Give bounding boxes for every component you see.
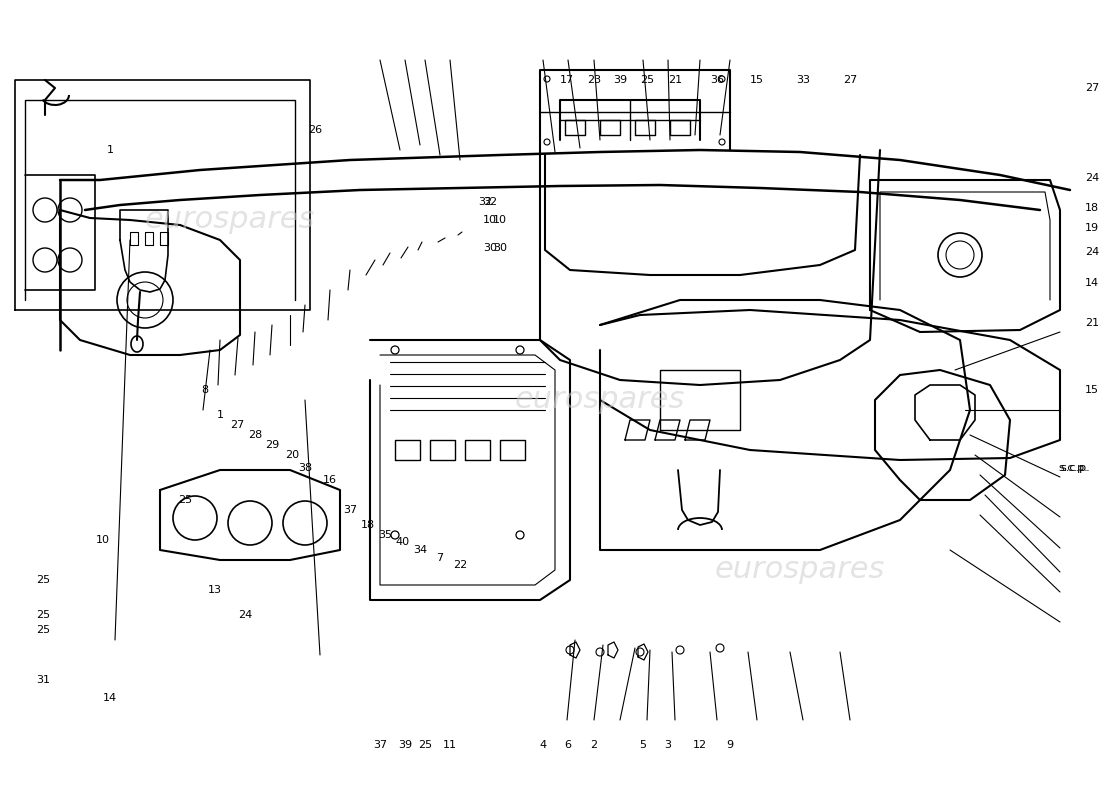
Text: 27: 27 [230, 420, 244, 430]
Text: 30: 30 [493, 243, 507, 253]
Text: 9: 9 [726, 740, 734, 750]
Text: 28: 28 [248, 430, 262, 440]
Text: 15: 15 [1085, 385, 1099, 395]
Text: 10: 10 [483, 215, 497, 225]
Text: s.c.p.: s.c.p. [1058, 463, 1088, 473]
Text: 3: 3 [664, 740, 671, 750]
Text: 39: 39 [613, 75, 627, 85]
Text: 33: 33 [796, 75, 810, 85]
Text: 21: 21 [1085, 318, 1099, 328]
Text: 20: 20 [285, 450, 299, 460]
Text: 23: 23 [587, 75, 601, 85]
Text: 30: 30 [483, 243, 497, 253]
Text: 12: 12 [693, 740, 707, 750]
Text: 24: 24 [1085, 247, 1099, 257]
Text: 18: 18 [1085, 203, 1099, 213]
Text: 8: 8 [201, 385, 209, 395]
Text: 37: 37 [373, 740, 387, 750]
Text: 25: 25 [640, 75, 654, 85]
Text: 24: 24 [238, 610, 252, 620]
Text: s.c.p.: s.c.p. [1060, 463, 1090, 473]
Text: 38: 38 [298, 463, 312, 473]
Text: 16: 16 [323, 475, 337, 485]
Text: 24: 24 [1085, 173, 1099, 183]
Text: 5: 5 [639, 740, 647, 750]
Text: 29: 29 [265, 440, 279, 450]
Text: 15: 15 [750, 75, 764, 85]
Text: 32: 32 [483, 197, 497, 207]
Text: 25: 25 [36, 625, 51, 635]
Text: 1: 1 [107, 145, 113, 155]
Text: 7: 7 [437, 553, 443, 563]
Text: 11: 11 [443, 740, 456, 750]
Text: 36: 36 [710, 75, 724, 85]
Text: 21: 21 [668, 75, 682, 85]
Text: 25: 25 [36, 575, 51, 585]
Text: eurospares: eurospares [515, 386, 685, 414]
Text: 19: 19 [1085, 223, 1099, 233]
Text: 10: 10 [493, 215, 507, 225]
Text: 39: 39 [398, 740, 412, 750]
Text: 10: 10 [96, 535, 110, 545]
Text: 4: 4 [539, 740, 547, 750]
Text: 22: 22 [453, 560, 468, 570]
Text: 27: 27 [843, 75, 857, 85]
Text: 6: 6 [564, 740, 572, 750]
Text: 27: 27 [1085, 83, 1099, 93]
Text: 25: 25 [178, 495, 192, 505]
Text: 18: 18 [361, 520, 375, 530]
Text: 2: 2 [591, 740, 597, 750]
Text: 25: 25 [36, 610, 51, 620]
Text: 14: 14 [1085, 278, 1099, 288]
Text: 35: 35 [378, 530, 392, 540]
Text: eurospares: eurospares [145, 206, 316, 234]
Text: 1: 1 [217, 410, 223, 420]
Text: 25: 25 [418, 740, 432, 750]
Text: 34: 34 [412, 545, 427, 555]
Text: eurospares: eurospares [715, 555, 886, 585]
Text: 17: 17 [560, 75, 574, 85]
Text: 13: 13 [208, 585, 222, 595]
Text: 37: 37 [343, 505, 358, 515]
Text: 32: 32 [477, 197, 492, 207]
Text: 40: 40 [396, 537, 410, 547]
Text: 26: 26 [308, 125, 322, 135]
Text: 14: 14 [103, 693, 117, 703]
Text: 31: 31 [36, 675, 50, 685]
